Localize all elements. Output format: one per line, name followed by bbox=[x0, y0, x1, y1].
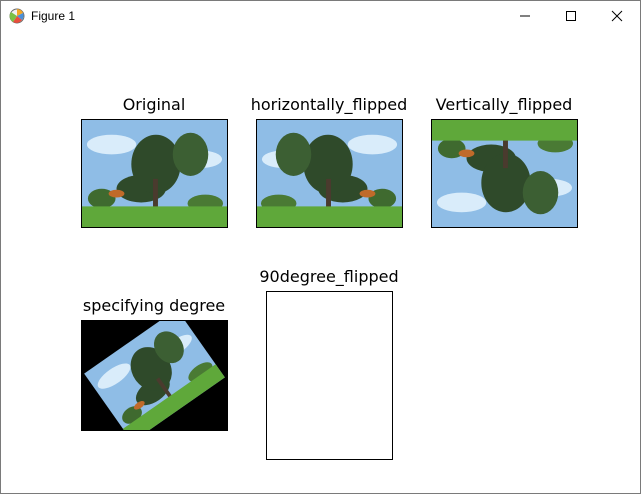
subplot-title-original: Original bbox=[122, 95, 186, 114]
tree-scene bbox=[84, 321, 225, 430]
figure-canvas: Original horizontally_flipp bbox=[1, 31, 640, 493]
tree-scene bbox=[82, 120, 227, 227]
tree-scene bbox=[432, 120, 577, 227]
image-horizontally-flipped bbox=[256, 119, 403, 228]
subplot-title-specifying-degree: specifying degree bbox=[82, 296, 226, 315]
tree-scene bbox=[257, 120, 402, 227]
matplotlib-figure-icon bbox=[8, 7, 26, 25]
close-icon bbox=[611, 7, 623, 26]
minimize-button[interactable] bbox=[502, 1, 548, 31]
minimize-icon bbox=[519, 7, 531, 26]
subplot-title-90degree-flipped: 90degree_flipped bbox=[259, 267, 399, 286]
image-rotated-degree bbox=[81, 320, 228, 431]
subplot-title-vertically-flipped: Vertically_flipped bbox=[435, 95, 573, 114]
image-vertically-flipped bbox=[431, 119, 578, 228]
image-original bbox=[81, 119, 228, 228]
close-button[interactable] bbox=[594, 1, 640, 31]
window-title: Figure 1 bbox=[31, 9, 76, 23]
image-90degree-flipped bbox=[266, 291, 393, 460]
title-bar[interactable]: Figure 1 bbox=[1, 1, 640, 31]
maximize-icon bbox=[565, 7, 577, 26]
maximize-button[interactable] bbox=[548, 1, 594, 31]
subplot-title-horizontally-flipped: horizontally_flipped bbox=[250, 95, 408, 114]
